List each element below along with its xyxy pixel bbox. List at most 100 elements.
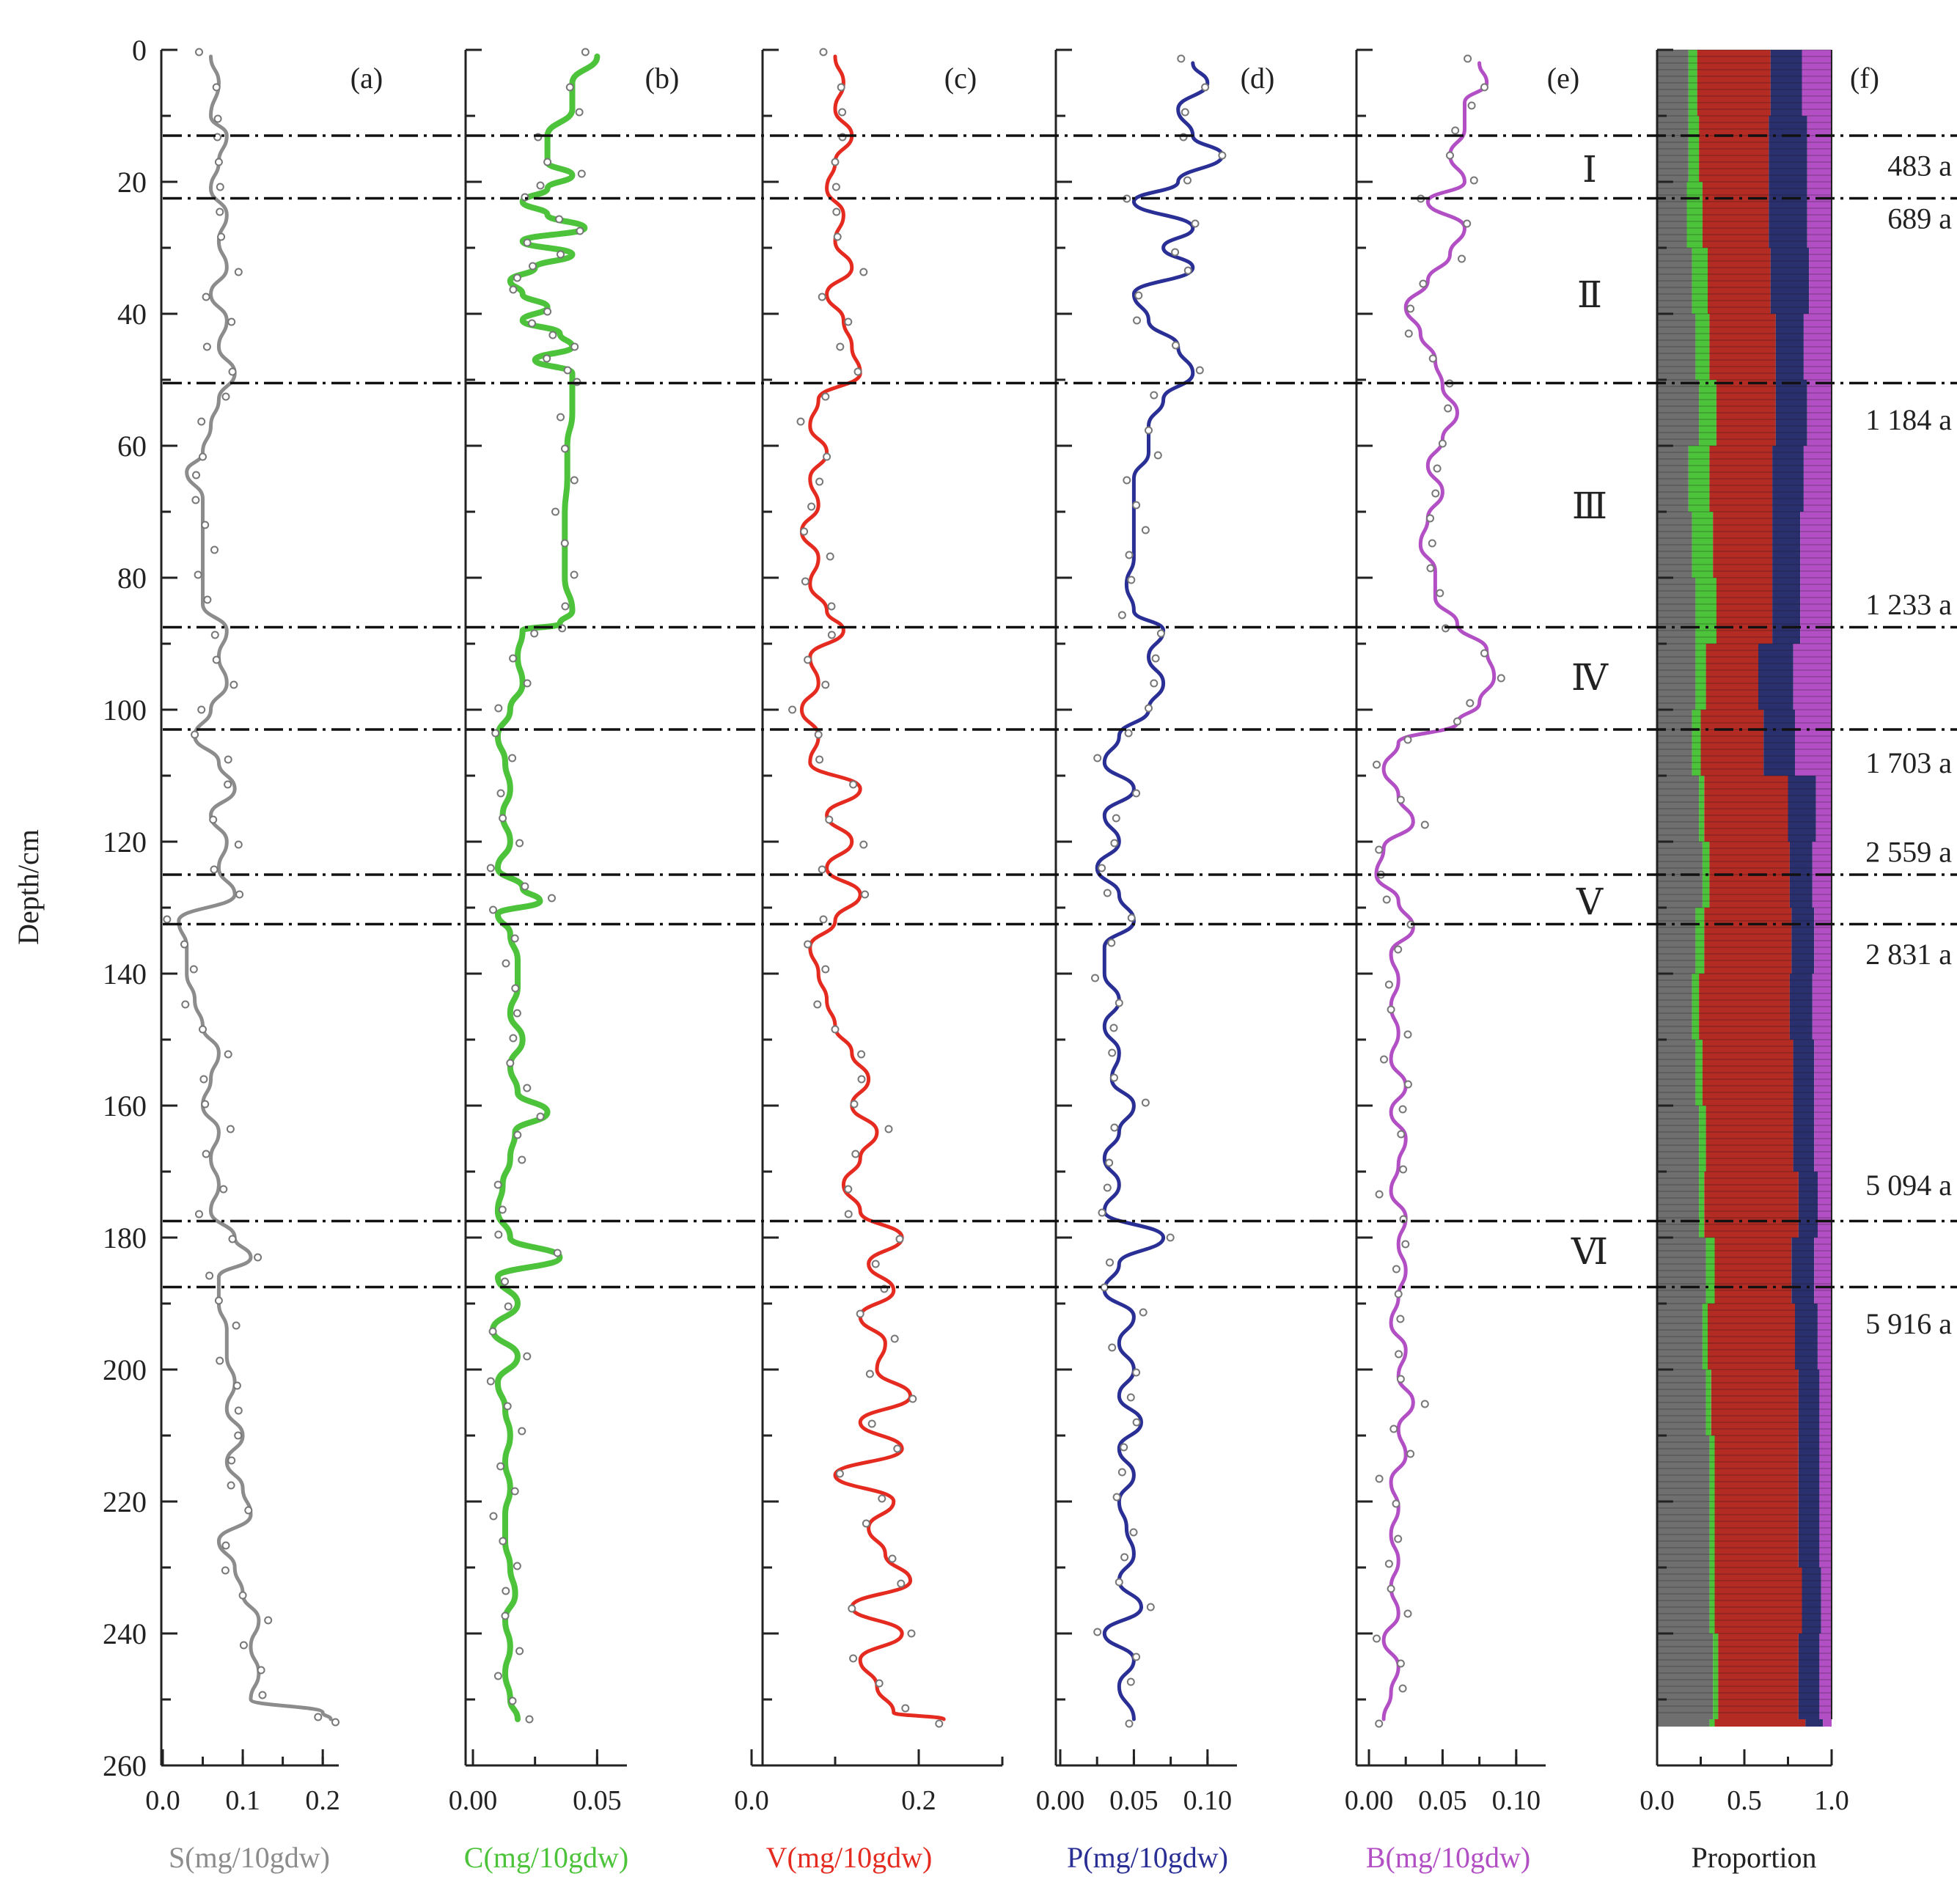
panel-b-data-point	[486, 1377, 495, 1386]
proportion-bar-B	[1809, 248, 1832, 314]
panel-d-data-point	[1115, 999, 1123, 1007]
panel-e-data-point	[1458, 254, 1466, 263]
proportion-bar-S	[1657, 116, 1689, 182]
proportion-bar-B	[1815, 776, 1832, 842]
panel-b-data-point	[508, 754, 517, 762]
proportion-bar-B	[1802, 50, 1832, 116]
proportion-bar-S	[1657, 1436, 1710, 1501]
panel-c-data-point	[848, 1604, 856, 1613]
panel-e-data-point	[1463, 219, 1472, 228]
proportion-bar-B	[1819, 1501, 1832, 1567]
panel-e-data-point	[1382, 895, 1391, 904]
panel-e-data-point	[1469, 176, 1478, 185]
panel-a-data-point	[232, 1321, 241, 1330]
panel-a-tag: (a)	[350, 62, 383, 95]
panel-d-data-point	[1109, 1023, 1118, 1032]
panel-e-data-point	[1394, 945, 1403, 954]
proportion-bar-S	[1657, 644, 1696, 710]
panel-c-data-point	[800, 527, 809, 536]
panel-d-data-point	[1139, 1308, 1148, 1317]
proportion-bar-C	[1699, 776, 1705, 842]
panel-e-data-point	[1426, 564, 1435, 573]
panel-e-data-point	[1387, 1005, 1395, 1014]
proportion-bar-P	[1798, 1370, 1820, 1436]
panel-e-data-point	[1406, 304, 1415, 313]
panel-e-data-point	[1375, 1474, 1384, 1483]
panel-d-data-point	[1110, 1073, 1118, 1082]
proportion-bar-S	[1657, 578, 1696, 644]
panel-b-data-point	[530, 629, 539, 638]
panel-c-data-point	[865, 1370, 874, 1378]
panel-b-data-point	[511, 984, 520, 993]
panel-b-data-point	[513, 1009, 521, 1018]
panel-b-data-point	[548, 331, 557, 339]
panel-b-data-point	[502, 959, 510, 968]
zone-label: Ⅲ	[1572, 485, 1607, 526]
panel-c-data-point	[837, 83, 845, 92]
panel-c-data-point	[907, 1629, 916, 1638]
panel-c-data-point	[850, 1100, 859, 1109]
panel-a-data-point	[224, 755, 232, 764]
y-axis-title: Depth/cm	[12, 829, 45, 945]
panel-c-data-point	[851, 1150, 860, 1158]
panel-d-data-point	[1132, 1418, 1141, 1427]
panel-b-data-point	[496, 789, 505, 798]
proportion-bar-S	[1657, 182, 1687, 248]
panel-a-data-point	[228, 367, 237, 376]
panel-b-data-point	[510, 934, 519, 943]
proportion-bar-V	[1699, 974, 1790, 1040]
panel-e-data-point	[1403, 1609, 1412, 1618]
panel-a-data-point	[197, 417, 206, 426]
panel-a-x-tick-label: 0.0	[145, 1785, 180, 1816]
proportion-bar-P	[1770, 248, 1810, 314]
age-label: 483 a	[1887, 150, 1952, 183]
panel-a-data-point	[202, 293, 210, 301]
panel-c-data-point	[849, 780, 858, 789]
panel-b-data-point	[560, 539, 569, 548]
proportion-bar-P	[1788, 776, 1816, 842]
proportion-bar-V	[1714, 1436, 1799, 1501]
panel-b-data-point	[489, 905, 497, 914]
panel-b-data-point	[499, 814, 507, 823]
panel-a-data-point	[214, 158, 223, 166]
panel-a-data-point	[201, 1100, 210, 1109]
proportion-bar-C	[1695, 644, 1706, 710]
panel-d-data-point	[1117, 611, 1126, 620]
panel-b-data-point	[523, 238, 532, 247]
panel-d-data-point	[1177, 54, 1186, 63]
panel-b-data-point	[543, 307, 552, 316]
zone-label: Ⅳ	[1571, 657, 1609, 698]
y-tick-label: 200	[103, 1353, 147, 1386]
panel-b-data-point	[518, 1427, 526, 1436]
proportion-bar-B	[1819, 1633, 1832, 1719]
panel-e-data-point	[1373, 1634, 1381, 1643]
panel-d: 0.00 0.05 0.10 (d) P(mg/10gdw)	[1036, 48, 1274, 1874]
panel-c-data-point	[826, 552, 834, 561]
panel-a-data-point	[163, 915, 172, 924]
panel-d-data-point	[1201, 83, 1210, 92]
panel-c-data-point	[804, 655, 812, 664]
proportion-bar-B	[1823, 1719, 1832, 1727]
panel-d-data-point	[1150, 679, 1159, 688]
panel-a-data-point	[221, 392, 230, 401]
panel-b-data-point	[523, 1084, 532, 1092]
panel-e-data-point	[1453, 717, 1461, 726]
panel-c-data-point	[821, 680, 830, 689]
panel-d-data-point	[1103, 1183, 1112, 1192]
proportion-bar-P	[1775, 380, 1807, 446]
proportion-bar-V	[1700, 710, 1764, 776]
zone-labels: Ⅰ Ⅱ Ⅲ Ⅳ Ⅴ Ⅵ	[1571, 149, 1609, 1272]
proportion-bar-C	[1695, 1040, 1703, 1106]
panel-e-data-point	[1444, 404, 1453, 413]
y-tick-label: 80	[117, 562, 147, 595]
panel-e-data-point	[1436, 589, 1444, 598]
panel-b-data-point	[570, 476, 579, 485]
panel-c-data-point	[836, 342, 845, 351]
panel-d-data-point	[1098, 1208, 1106, 1217]
proportion-bar-S	[1657, 1304, 1703, 1370]
panel-b-data-point	[529, 262, 537, 271]
age-label: 1 233 a	[1865, 588, 1952, 621]
panel-d-data-point	[1132, 1653, 1141, 1661]
panel-d-x-tick-label: 0.10	[1183, 1785, 1233, 1816]
panel-e-data-point	[1394, 1290, 1403, 1298]
